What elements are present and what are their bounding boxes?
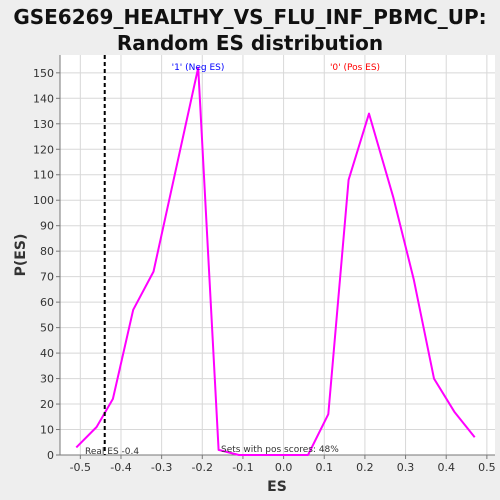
y-tick-label: 90 <box>40 220 54 233</box>
y-tick-label: 150 <box>33 67 54 80</box>
chart-title-line-2: Random ES distribution <box>116 31 384 55</box>
x-tick-label: -0.1 <box>232 461 253 474</box>
y-tick-label: 30 <box>40 373 54 386</box>
distribution-line <box>75 66 476 456</box>
neg-es-label: '1' (Neg ES) <box>172 63 225 73</box>
y-tick-label: 40 <box>40 347 54 360</box>
x-tick-label: 0.2 <box>356 461 374 474</box>
y-tick-label: 60 <box>40 296 54 309</box>
x-tick-label: 0.3 <box>397 461 415 474</box>
x-tick-label: -0.3 <box>151 461 172 474</box>
series-layer <box>75 66 476 456</box>
x-tick-label: 0.4 <box>437 461 455 474</box>
y-tick-label: 10 <box>40 424 54 437</box>
y-axis-label: P(ES) <box>13 234 29 277</box>
y-tick-label: 120 <box>33 143 54 156</box>
y-tick-label: 20 <box>40 398 54 411</box>
pos-scores-label: Sets with pos scores: 48% <box>221 445 339 455</box>
x-tick-label: 0.5 <box>478 461 496 474</box>
y-tick-label: 70 <box>40 271 54 284</box>
x-tick-label: -0.5 <box>70 461 91 474</box>
y-tick-label: 100 <box>33 194 54 207</box>
y-tick-label: 50 <box>40 322 54 335</box>
grid <box>60 55 495 456</box>
y-tick-label: 110 <box>33 169 54 182</box>
x-tick-label: 0.1 <box>316 461 334 474</box>
x-tick-label: -0.4 <box>110 461 131 474</box>
axes: 0 10 20 30 40 50 60 70 80 90 100 110 120 130 140 150 -0.… <box>33 55 496 474</box>
plot-area <box>60 55 495 455</box>
chart-title-line-1: GSE6269_HEALTHY_VS_FLU_INF_PBMC_UP: <box>13 5 487 29</box>
pos-es-label: '0' (Pos ES) <box>330 63 380 73</box>
x-tick-label: 0.0 <box>275 461 293 474</box>
x-tick-label: -0.2 <box>192 461 213 474</box>
x-axis-label: ES <box>267 479 287 495</box>
chart-title: GSE6269_HEALTHY_VS_FLU_INF_PBMC_UP: Rand… <box>0 4 500 56</box>
y-tick-label: 0 <box>47 449 54 462</box>
y-tick-label: 130 <box>33 118 54 131</box>
y-tick-label: 80 <box>40 245 54 258</box>
real-es-label: Real ES -0.4 <box>85 447 139 457</box>
y-tick-label: 140 <box>33 92 54 105</box>
